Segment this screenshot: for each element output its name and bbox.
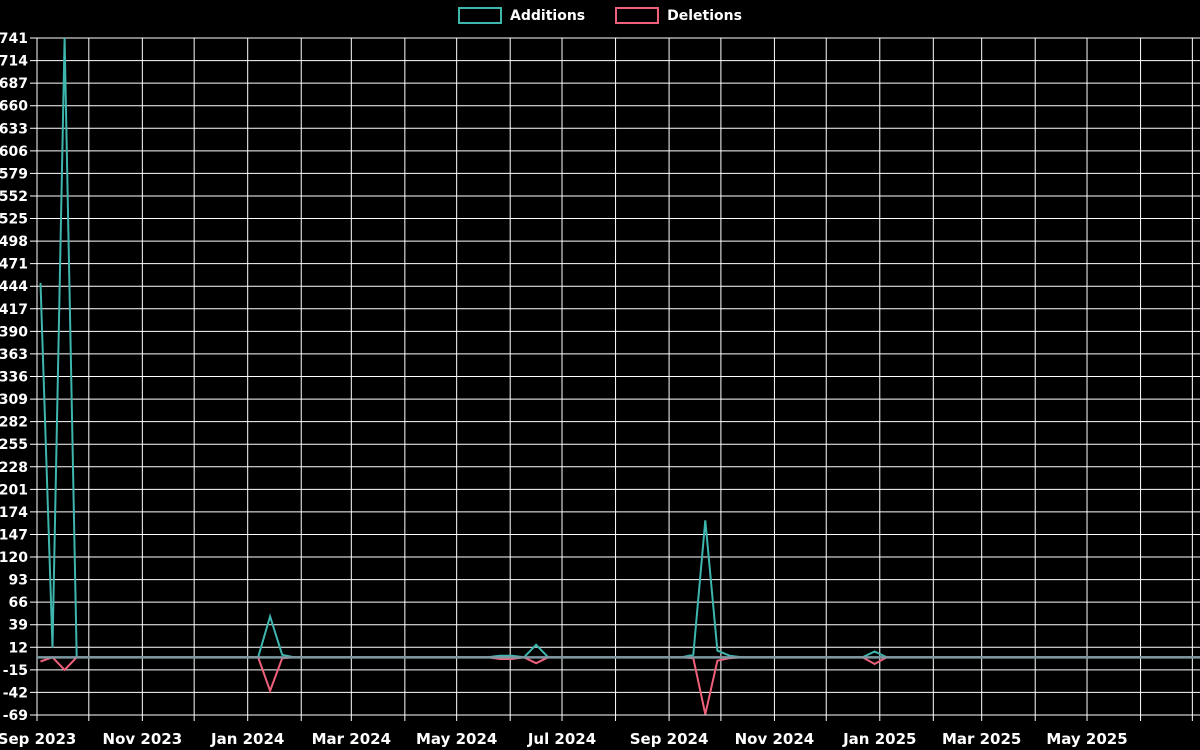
y-tick-label: 714	[0, 54, 28, 70]
x-tick-label: Jan 2025	[842, 730, 916, 748]
y-tick-label: 336	[0, 370, 28, 386]
y-tick-label: 741	[0, 31, 28, 47]
x-tick-label: Jul 2024	[527, 730, 596, 748]
y-tick-label: 66	[9, 595, 28, 611]
x-tick-label: Mar 2024	[312, 730, 391, 748]
y-tick-label: 525	[0, 212, 28, 228]
y-tick-label: 363	[0, 347, 28, 363]
x-gridlines	[36, 38, 1193, 721]
y-tick-label: 660	[0, 99, 28, 115]
legend-item-additions: Additions	[458, 7, 585, 24]
y-tick-label: 309	[0, 392, 28, 408]
x-tick-label: Nov 2023	[103, 730, 183, 748]
y-tick-label: 228	[0, 460, 28, 476]
y-tick-label: 390	[0, 324, 28, 340]
x-tick-label: Nov 2024	[735, 730, 815, 748]
y-tick-label: -42	[3, 685, 28, 701]
y-tick-label: 12	[9, 640, 28, 656]
y-tick-label: 147	[0, 527, 28, 543]
y-tick-label: 174	[0, 505, 28, 521]
y-tick-label: 39	[9, 618, 28, 634]
x-tick-label: Mar 2025	[942, 730, 1021, 748]
y-tick-label: 417	[0, 302, 28, 318]
y-tick-label: 687	[0, 76, 28, 92]
y-tick-label: 282	[0, 415, 28, 431]
y-tick-label: 93	[9, 573, 28, 589]
x-axis-labels: Sep 2023 Nov 2023 Jan 2024 Mar 2024 May 2024…	[0, 730, 1128, 748]
x-tick-label: Jan 2024	[210, 730, 284, 748]
y-tick-label: 606	[0, 144, 28, 160]
additions-swatch	[458, 7, 503, 24]
x-tick-label: Sep 2024	[630, 730, 709, 748]
additions-line	[39, 37, 1200, 659]
deletions-swatch	[615, 7, 660, 24]
x-tick-label: Sep 2023	[0, 730, 76, 748]
x-tick-label: May 2024	[416, 730, 497, 748]
y-tick-label: 552	[0, 189, 28, 205]
y-tick-label: 444	[0, 279, 28, 295]
y-tick-label: 633	[0, 121, 28, 137]
y-tick-label: 471	[0, 257, 28, 273]
y-tick-label: 498	[0, 234, 28, 250]
y-tick-label: 255	[0, 437, 28, 453]
deletions-legend-label: Deletions	[667, 7, 742, 24]
y-gridlines	[30, 37, 1200, 716]
x-tick-label: May 2025	[1046, 730, 1127, 748]
legend-item-deletions: Deletions	[615, 7, 742, 24]
y-tick-label: 579	[0, 166, 28, 182]
chart-legend: Additions Deletions	[0, 7, 1200, 24]
y-tick-label: -15	[3, 663, 28, 679]
y-tick-label: 201	[0, 482, 28, 498]
y-tick-label: -69	[3, 708, 28, 724]
y-axis-labels: 741 714 687 660 633 606 579 552 525 498 471 444 417 3…	[0, 31, 28, 724]
y-tick-label: 120	[0, 550, 28, 566]
additions-legend-label: Additions	[510, 7, 586, 24]
deletions-line	[40, 656, 1200, 715]
